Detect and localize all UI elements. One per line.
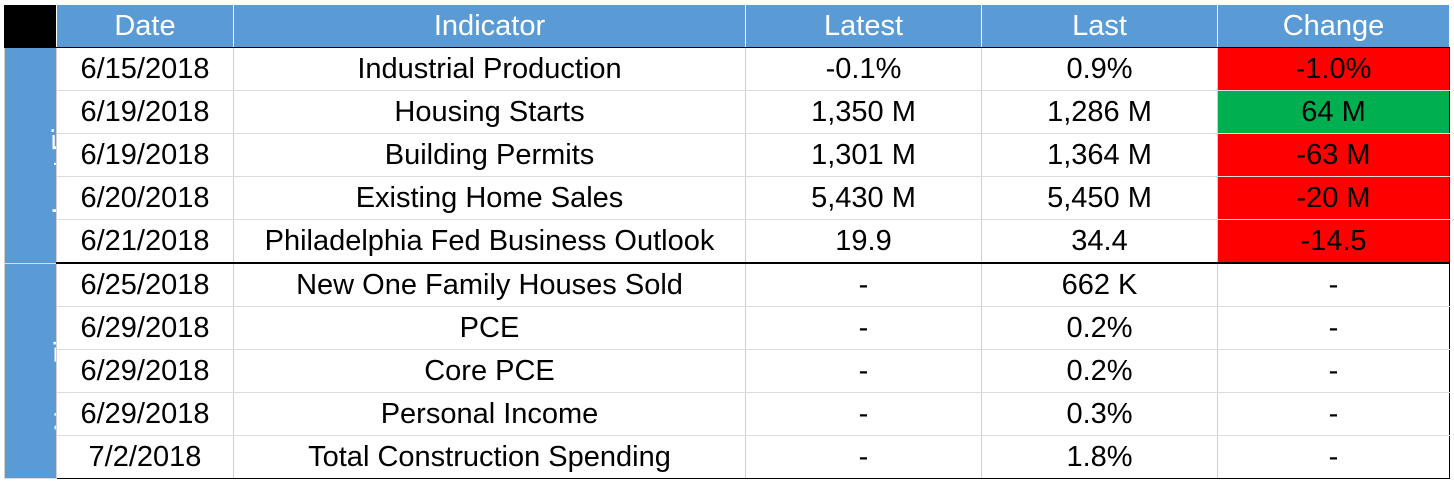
indicator-cell: Core PCE bbox=[233, 349, 746, 393]
date-cell: 6/29/2018 bbox=[56, 349, 234, 393]
indicator-cell: Building Permits bbox=[233, 133, 746, 177]
header-change: Change bbox=[1217, 5, 1450, 48]
table-row: 6/29/2018 PCE -0.2% - bbox=[5, 306, 1450, 350]
date-cell: 6/15/2018 bbox=[56, 47, 234, 91]
last-cell: 1,286 M bbox=[981, 90, 1218, 134]
change-cell: -63 M bbox=[1217, 133, 1450, 177]
date-cell: 6/19/2018 bbox=[56, 90, 234, 134]
header-row: Date Indicator Latest Last Change bbox=[4, 5, 1450, 48]
latest-cell: - bbox=[745, 306, 982, 350]
indicator-cell: Housing Starts bbox=[233, 90, 746, 134]
table-body: Last Five 6/15/2018 Industrial Production -… bbox=[4, 47, 1450, 479]
table-row: 6/19/2018 Housing Starts 1,350 M 1,286 M 64 … bbox=[5, 90, 1450, 134]
table-row: 6/29/2018 Core PCE -0.2% - bbox=[5, 349, 1450, 393]
indicator-cell: Personal Income bbox=[233, 392, 746, 436]
last-cell: 1.8% bbox=[981, 435, 1218, 479]
latest-cell: 1,350 M bbox=[745, 90, 982, 134]
last-cell: 0.2% bbox=[981, 306, 1218, 350]
last-cell: 0.2% bbox=[981, 349, 1218, 393]
change-cell: - bbox=[1217, 435, 1450, 479]
change-cell: -20 M bbox=[1217, 176, 1450, 220]
date-cell: 6/29/2018 bbox=[56, 306, 234, 350]
date-cell: 6/29/2018 bbox=[56, 392, 234, 436]
latest-cell: 1,301 M bbox=[745, 133, 982, 177]
change-cell: - bbox=[1217, 263, 1450, 307]
indicator-cell: PCE bbox=[233, 306, 746, 350]
latest-cell: 5,430 M bbox=[745, 176, 982, 220]
economic-indicators-table: Date Indicator Latest Last Change Last F… bbox=[4, 5, 1450, 479]
change-cell: 64 M bbox=[1217, 90, 1450, 134]
last-cell: 0.3% bbox=[981, 392, 1218, 436]
group-label-cell: Last Five bbox=[4, 47, 57, 264]
group-label-cell: Next Five bbox=[4, 263, 57, 479]
indicator-cell: New One Family Houses Sold bbox=[233, 263, 746, 307]
indicator-cell: Total Construction Spending bbox=[233, 435, 746, 479]
date-cell: 6/20/2018 bbox=[56, 176, 234, 220]
header-last: Last bbox=[981, 5, 1218, 48]
table-row: Next Five 6/25/2018 New One Family Houses … bbox=[4, 263, 1450, 479]
latest-cell: 19.9 bbox=[745, 219, 982, 264]
last-cell: 1,364 M bbox=[981, 133, 1218, 177]
header-corner bbox=[4, 5, 57, 48]
last-cell: 34.4 bbox=[981, 219, 1218, 264]
last-cell: 0.9% bbox=[981, 47, 1218, 91]
indicator-cell: Philadelphia Fed Business Outlook bbox=[233, 219, 746, 264]
change-cell: -1.0% bbox=[1217, 47, 1450, 91]
table-row: 6/19/2018 Building Permits 1,301 M 1,364 M-… bbox=[5, 133, 1450, 177]
table-row: Last Five 6/15/2018 Industrial Production -… bbox=[4, 47, 1450, 264]
latest-cell: - bbox=[745, 349, 982, 393]
date-cell: 6/21/2018 bbox=[56, 219, 234, 264]
change-cell: -14.5 bbox=[1217, 219, 1450, 264]
table-row: 6/29/2018 Personal Income -0.3% - bbox=[5, 392, 1450, 436]
change-cell: - bbox=[1217, 392, 1450, 436]
indicator-cell: Existing Home Sales bbox=[233, 176, 746, 220]
group-label: Last Five bbox=[47, 96, 57, 215]
header-indicator: Indicator bbox=[233, 5, 746, 48]
last-cell: 5,450 M bbox=[981, 176, 1218, 220]
header-latest: Latest bbox=[745, 5, 982, 48]
header-date: Date bbox=[56, 5, 234, 48]
change-cell: - bbox=[1217, 349, 1450, 393]
indicator-cell: Industrial Production bbox=[233, 47, 746, 91]
last-cell: 662 K bbox=[981, 263, 1218, 307]
table-row: 6/21/2018 Philadelphia Fed Business Outlo… bbox=[5, 219, 1450, 264]
date-cell: 7/2/2018 bbox=[56, 435, 234, 479]
table-row: 7/2/2018 Total Construction Spending -1.8%… bbox=[5, 435, 1450, 479]
latest-cell: - bbox=[745, 435, 982, 479]
date-cell: 6/25/2018 bbox=[56, 263, 234, 307]
latest-cell: - bbox=[745, 263, 982, 307]
group-label: Next Five bbox=[49, 309, 57, 432]
date-cell: 6/19/2018 bbox=[56, 133, 234, 177]
table-row: 6/20/2018 Existing Home Sales 5,430 M 5,450… bbox=[5, 176, 1450, 220]
latest-cell: -0.1% bbox=[745, 47, 982, 91]
latest-cell: - bbox=[745, 392, 982, 436]
change-cell: - bbox=[1217, 306, 1450, 350]
